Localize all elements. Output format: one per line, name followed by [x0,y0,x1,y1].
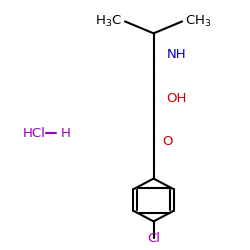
Text: OH: OH [167,92,187,105]
Text: O: O [162,135,173,148]
Text: CH$_3$: CH$_3$ [185,14,212,29]
Text: H: H [61,127,71,140]
Text: Cl: Cl [147,232,160,244]
Text: H$_3$C: H$_3$C [95,14,122,29]
Text: HCl: HCl [22,127,45,140]
Text: NH: NH [167,48,186,61]
